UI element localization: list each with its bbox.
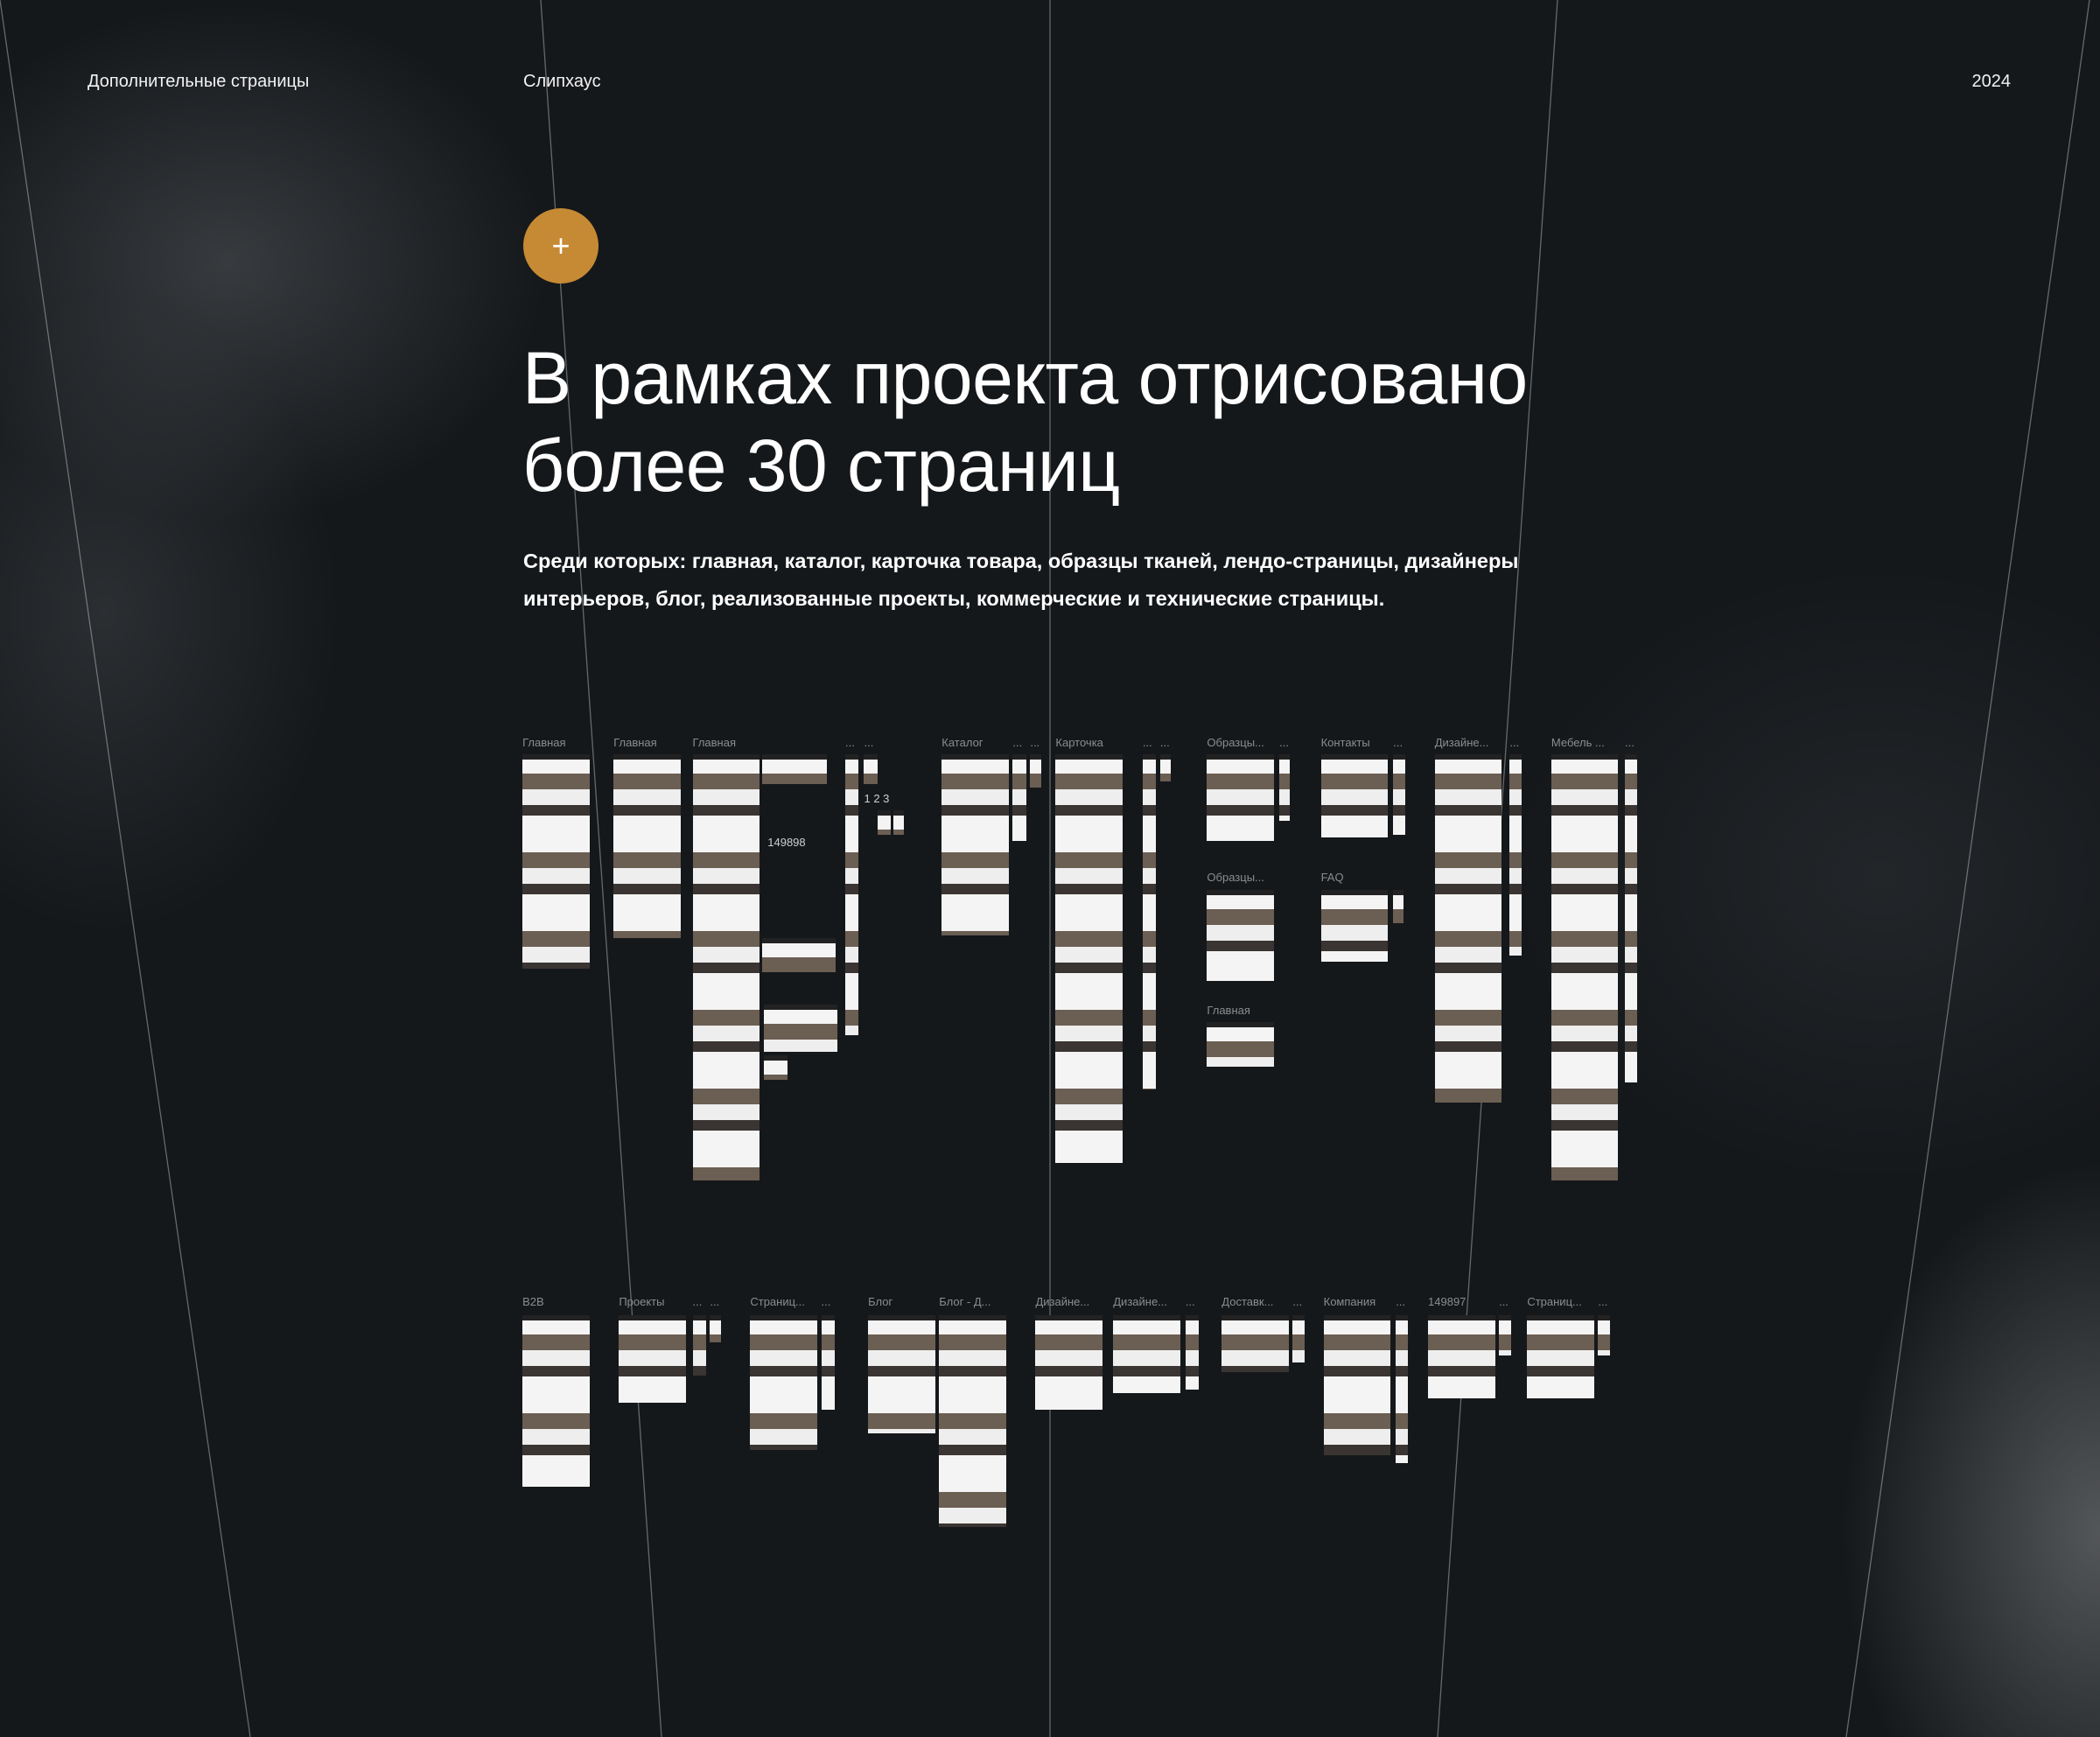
page-group-label: Главная xyxy=(613,735,657,749)
page-thumbnail[interactable] xyxy=(1396,1315,1409,1463)
page-group-label: Доставк... xyxy=(1222,1295,1274,1309)
page-group-label: Блог - Д... xyxy=(939,1295,991,1309)
page-thumbnail[interactable] xyxy=(1185,1315,1200,1390)
page-group-label: ... xyxy=(845,735,855,749)
page-thumbnail[interactable] xyxy=(1320,889,1389,963)
lead-text: Среди которых: главная, каталог, карточк… xyxy=(523,550,1519,610)
page-thumbnail[interactable] xyxy=(619,1315,686,1403)
page-group-label: Страниц... xyxy=(750,1295,805,1309)
page-group-label: Главная xyxy=(522,735,566,749)
page-thumbnail[interactable] xyxy=(762,753,827,784)
page-group-label: Главная xyxy=(1207,1003,1250,1017)
page-group-label: Образцы... xyxy=(1207,871,1264,885)
page-group-label: Блог xyxy=(868,1295,893,1309)
page-thumbnail[interactable] xyxy=(1207,753,1274,842)
page-thumbnail[interactable] xyxy=(864,753,878,784)
page-thumbnail[interactable] xyxy=(750,1315,817,1450)
page-thumbnail[interactable] xyxy=(868,1315,935,1434)
expand-button[interactable]: + xyxy=(523,208,598,284)
page-group-label: Страниц... xyxy=(1527,1295,1582,1309)
page-group-label: ... xyxy=(1509,735,1520,749)
page-group-label: Образцы... xyxy=(1207,735,1264,749)
page-group-label: ... xyxy=(1012,735,1023,749)
page-group-label: Дизайне... xyxy=(1113,1295,1168,1309)
page-thumbnail[interactable] xyxy=(613,753,681,938)
page-group-label: Мебель ... xyxy=(1550,735,1605,749)
page-thumbnail[interactable] xyxy=(1055,753,1123,1163)
page-thumbnail[interactable] xyxy=(1113,1315,1180,1394)
page-thumbnail[interactable] xyxy=(877,810,892,835)
section-title: Дополнительные страницы xyxy=(88,72,310,91)
page-group-label: ... xyxy=(864,735,874,749)
page-thumbnail[interactable] xyxy=(1434,753,1502,1103)
page-thumbnail[interactable] xyxy=(1527,1315,1594,1399)
page-thumbnail[interactable] xyxy=(1323,1315,1391,1455)
page-thumbnail[interactable] xyxy=(710,1315,721,1343)
project-name: Слипхаус xyxy=(523,72,601,91)
page-id-note: 149898 xyxy=(767,836,806,850)
headline: В рамках проекта отрисовано более 30 стр… xyxy=(522,337,1528,507)
page-thumbnail[interactable] xyxy=(1393,889,1404,923)
page-group-label: ... xyxy=(692,1295,703,1309)
page-thumbnail[interactable] xyxy=(939,1315,1006,1528)
page-group-label: Дизайне... xyxy=(1035,1295,1090,1309)
page-group-label: ... xyxy=(1499,1295,1509,1309)
page-group-label: Дизайне... xyxy=(1434,735,1489,749)
page-thumbnail[interactable] xyxy=(1222,1315,1289,1372)
page-thumbnail[interactable] xyxy=(1393,753,1405,835)
page-group-label: ... xyxy=(1393,735,1404,749)
page-group-label: Каталог xyxy=(942,735,984,749)
page-thumbnail[interactable] xyxy=(763,1055,788,1080)
page-thumbnail[interactable] xyxy=(1142,753,1157,1089)
page-group-label: ... xyxy=(1598,1295,1608,1309)
page-thumbnail[interactable] xyxy=(1030,753,1041,788)
page-group-label: FAQ xyxy=(1320,871,1344,885)
page-group-label: Компания xyxy=(1323,1295,1376,1309)
page-thumbnail[interactable] xyxy=(522,1315,590,1488)
page-group-label: ... xyxy=(1292,1295,1303,1309)
page-thumbnail[interactable] xyxy=(1292,1315,1306,1363)
page-thumbnail[interactable] xyxy=(762,937,836,973)
page-group-label: Проекты xyxy=(619,1295,665,1309)
page-group-label: Контакты xyxy=(1320,735,1370,749)
page-group-label: ... xyxy=(1396,1295,1406,1309)
page-thumbnail[interactable] xyxy=(692,1315,706,1376)
page-group-label: ... xyxy=(1030,735,1040,749)
page-thumbnail[interactable] xyxy=(1625,753,1637,1083)
page-group-label: B2B xyxy=(522,1295,544,1309)
page-group-label: Главная xyxy=(692,735,736,749)
page-thumbnail[interactable] xyxy=(1035,1315,1102,1410)
page-group-label: ... xyxy=(1279,735,1289,749)
page-thumbnail[interactable] xyxy=(692,753,760,1180)
year: 2024 xyxy=(1971,72,2012,91)
page-thumbnail[interactable] xyxy=(1499,1315,1511,1356)
page-group-label: Карточка xyxy=(1055,735,1103,749)
page-thumbnail[interactable] xyxy=(821,1315,835,1410)
page-thumbnail[interactable] xyxy=(1207,1022,1274,1067)
page-thumbnail[interactable] xyxy=(1159,753,1172,781)
page-group-label: ... xyxy=(1625,735,1634,749)
page-thumbnail[interactable] xyxy=(893,810,905,835)
page-thumbnail[interactable] xyxy=(763,1005,837,1052)
page-thumbnail[interactable] xyxy=(1428,1315,1495,1399)
page-group-label: ... xyxy=(1159,735,1170,749)
pagination-note: 1 2 3 xyxy=(864,791,890,805)
plus-icon: + xyxy=(551,228,570,263)
page-thumbnail[interactable] xyxy=(1598,1315,1611,1356)
page-thumbnail[interactable] xyxy=(1550,753,1619,1180)
page-thumbnail[interactable] xyxy=(1320,753,1389,837)
page-thumbnail[interactable] xyxy=(1279,753,1291,822)
page-group-label: ... xyxy=(710,1295,720,1309)
page-group-label: ... xyxy=(1185,1295,1195,1309)
page-thumbnail[interactable] xyxy=(1509,753,1522,956)
page-thumbnail[interactable] xyxy=(942,753,1009,935)
page-group-label: ... xyxy=(1142,735,1152,749)
page-group-label: ... xyxy=(821,1295,831,1309)
page-thumbnail[interactable] xyxy=(845,753,859,1036)
page-thumbnail[interactable] xyxy=(1012,753,1026,842)
page-thumbnail[interactable] xyxy=(1207,889,1274,981)
page-group-label: 149897 xyxy=(1428,1295,1466,1309)
page-thumbnail[interactable] xyxy=(522,753,590,969)
